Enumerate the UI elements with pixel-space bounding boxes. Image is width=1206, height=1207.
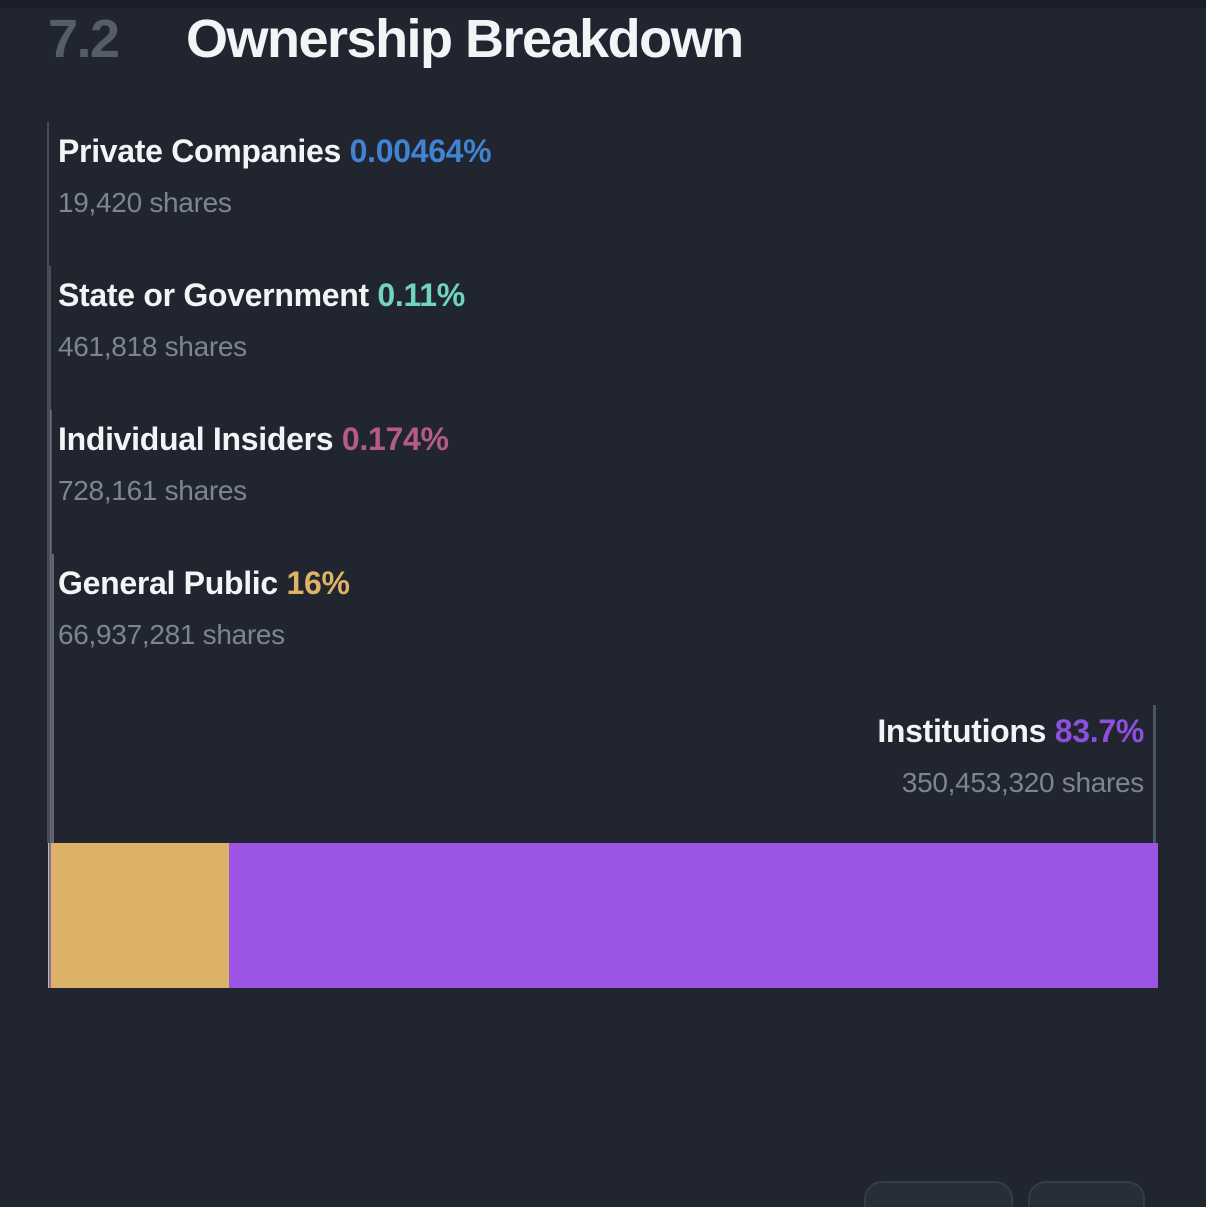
ownership-shares: 461,818 shares: [58, 331, 247, 362]
ownership-percent: 16%: [286, 565, 350, 601]
leader-line-individual-insiders: [50, 410, 52, 843]
ownership-label: Private Companies: [58, 133, 342, 169]
leader-line-private-companies: [47, 122, 49, 843]
ownership-group-private-companies: Private Companies 0.00464% 19,420 shares: [58, 130, 492, 220]
footer-action-button-2[interactable]: [1028, 1181, 1145, 1207]
leader-line-state-or-government: [48, 266, 51, 843]
ownership-stacked-bar: [48, 843, 1158, 988]
ownership-group-institutions: Institutions 83.7% 350,453,320 shares: [877, 710, 1144, 800]
ownership-label: General Public: [58, 565, 278, 601]
ownership-label: Institutions: [877, 713, 1047, 749]
leader-line-general-public: [51, 554, 54, 843]
section-header: 7.2 Ownership Breakdown: [0, 6, 1206, 76]
top-shade-divider: [0, 0, 1206, 8]
ownership-shares: 350,453,320 shares: [901, 767, 1144, 798]
ownership-label: State or Government: [58, 277, 369, 313]
page-title: Ownership Breakdown: [186, 9, 744, 69]
ownership-percent: 83.7%: [1054, 713, 1145, 749]
ownership-label: Individual Insiders: [58, 421, 334, 457]
section-number: 7.2: [48, 9, 120, 69]
bar-segment-state-or-government[interactable]: [48, 843, 50, 988]
ownership-percent: 0.174%: [341, 421, 449, 457]
ownership-group-individual-insiders: Individual Insiders 0.174% 728,161 share…: [58, 418, 449, 508]
ownership-percent: 0.11%: [377, 277, 465, 313]
ownership-group-general-public: General Public 16% 66,937,281 shares: [58, 562, 350, 652]
ownership-group-state-or-government: State or Government 0.11% 461,818 shares: [58, 274, 465, 364]
leader-line-institutions: [1153, 705, 1156, 843]
ownership-percent: 0.00464%: [349, 133, 492, 169]
bar-segment-general-public[interactable]: [51, 843, 229, 988]
footer-action-button-1[interactable]: [864, 1181, 1013, 1207]
ownership-shares: 19,420 shares: [58, 187, 232, 218]
ownership-shares: 728,161 shares: [58, 475, 247, 506]
bar-segment-individual-insiders[interactable]: [49, 843, 52, 988]
bar-segment-institutions[interactable]: [228, 843, 1158, 988]
ownership-shares: 66,937,281 shares: [58, 619, 285, 650]
